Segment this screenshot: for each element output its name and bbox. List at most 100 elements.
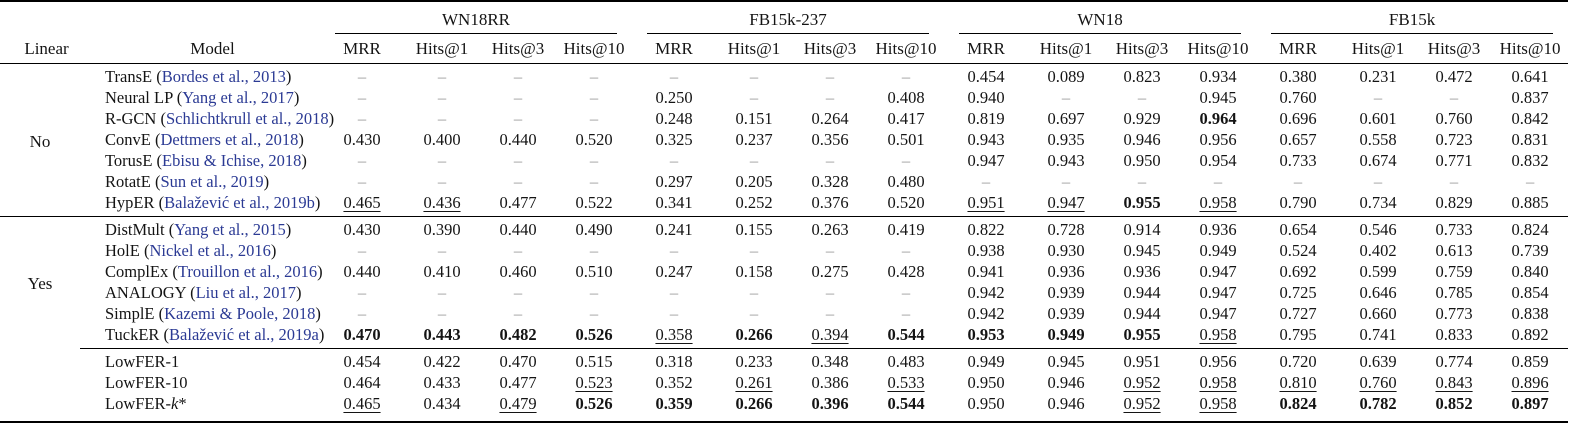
value-cell: 0.359 [632,393,716,422]
value-cell: 0.958 [1180,192,1257,217]
value-cell: 0.949 [944,348,1029,372]
metric-value: 0.947 [1199,262,1237,281]
metric-value: 0.831 [1511,130,1549,149]
metric-value: 0.843 [1435,373,1473,392]
metric-header-1-0: MRR [632,34,716,64]
metric-value: 0.958 [1199,373,1237,392]
citation-link[interactable]: Balažević et al., 2019a [169,325,319,344]
model-name: ANALOGY [105,283,186,302]
model-cell: ComplEx (Trouillon et al., 2016) [105,262,323,281]
metric-value: 0.480 [887,172,925,191]
value-cell: – [749,67,759,86]
citation-link[interactable]: Kazemi & Poole, 2018 [164,304,316,323]
metric-value: 0.376 [811,193,849,212]
citation-link[interactable]: Dettmers et al., 2018 [160,130,299,149]
metric-value: 0.460 [499,262,537,281]
value-cell: 0.859 [1492,348,1569,372]
value-cell: 0.842 [1492,108,1568,129]
table-row: No TransE (Bordes et al., 2013) – – – – – – – – 0.… [0,63,1568,217]
metric-value: 0.728 [1047,220,1085,239]
value-cell: 0.247 [632,261,716,282]
citation-link[interactable]: Sun et al., 2019 [160,172,264,191]
value-cell: 0.955 [1104,324,1180,349]
metric-value: 0.832 [1511,151,1549,170]
metric-value: 0.697 [1047,109,1085,128]
metric-value: 0.947 [967,151,1005,170]
model-cell: ConvE (Dettmers et al., 2018) [105,130,304,149]
citation-link[interactable]: Balažević et al., 2019b [164,193,315,212]
value-cell: 0.739 [1492,240,1568,261]
citation-link[interactable]: Bordes et al., 2013 [161,67,286,86]
value-cell: – [825,241,835,260]
section-lowfer: LowFER-1 0.454 0.422 0.470 0.515 0.318 0.233 0.… [0,348,1569,423]
metric-header-3-2: Hits@3 [1416,34,1493,64]
value-cell: – [589,241,599,260]
metric-value: 0.929 [1123,109,1161,128]
value-cell: 0.501 [868,129,944,150]
value-cell: 0.263 [792,217,868,241]
value-cell: 0.482 [480,324,556,349]
metric-value: 0.958 [1199,193,1237,212]
model-cell: TorusE (Ebisu & Ichise, 2018) [105,151,307,170]
value-cell: – [357,67,367,86]
value-cell: 0.297 [632,171,716,192]
value-cell: 0.837 [1492,87,1568,108]
metric-value: 0.720 [1279,352,1317,371]
table-row: TuckER (Balažević et al., 2019a) 0.470 0.4… [0,324,1568,349]
value-cell: 0.949 [1028,324,1104,349]
value-cell: 0.741 [1340,324,1416,349]
metric-value: 0.641 [1511,67,1549,86]
citation-link[interactable]: Yang et al., 2017 [182,88,294,107]
metric-value: 0.822 [967,220,1005,239]
citation-link[interactable]: Trouillon et al., 2016 [177,262,318,281]
value-cell: 0.515 [556,348,632,372]
citation-link[interactable]: Nickel et al., 2016 [149,241,271,260]
metric-value: 0.501 [887,130,925,149]
value-cell: 0.558 [1340,129,1416,150]
value-cell: 0.854 [1492,282,1568,303]
value-cell: 0.840 [1492,261,1568,282]
metric-value: 0.696 [1279,109,1317,128]
metric-value: 0.760 [1279,88,1317,107]
citation-link[interactable]: Ebisu & Ichise, 2018 [162,151,302,170]
dataset-label: WN18 [1077,10,1123,29]
metric-value: 0.782 [1359,394,1397,413]
citation-link[interactable]: Liu et al., 2017 [195,283,296,302]
value-cell: 0.356 [792,129,868,150]
metric-value: 0.155 [735,220,773,239]
dataset-header-2: WN18 [944,1,1256,34]
value-cell: – [589,283,599,302]
metric-value: 0.824 [1511,220,1549,239]
citation-link[interactable]: Schlichtkrull et al., 2018 [165,109,329,128]
metric-value: 0.725 [1279,283,1317,302]
metric-value: 0.266 [735,325,773,344]
metric-value: 0.601 [1359,109,1397,128]
value-cell: 0.490 [556,217,632,241]
metric-value: 0.477 [499,373,537,392]
metric-value: 0.774 [1435,352,1473,371]
metric-value: 0.840 [1511,262,1549,281]
value-cell: 0.950 [944,372,1028,393]
value-cell: 0.470 [320,324,404,349]
model-name: LowFER-10 [105,373,188,392]
metric-value: 0.470 [343,325,381,344]
table-row: LowFER-10 0.464 0.433 0.477 0.523 0.352 0.261 0… [0,372,1568,393]
value-cell: 0.958 [1180,393,1256,422]
value-cell: 0.947 [1180,282,1256,303]
metric-value: 0.819 [967,109,1005,128]
value-cell: – [901,241,911,260]
value-cell: 0.938 [944,240,1028,261]
model-name: HolE [105,241,140,260]
value-cell: 0.819 [944,108,1028,129]
dataset-header-rule: WN18 [959,10,1242,34]
metric-value: 0.955 [1123,193,1161,212]
value-cell: 0.949 [1180,240,1256,261]
value-cell: 0.940 [944,87,1028,108]
metric-value: 0.692 [1279,262,1317,281]
value-cell: 0.760 [1416,108,1492,129]
value-cell: 0.946 [1028,372,1104,393]
value-cell: – [901,304,911,323]
metric-value: 0.237 [735,130,773,149]
value-cell: – [669,283,679,302]
citation-link[interactable]: Yang et al., 2015 [174,220,286,239]
